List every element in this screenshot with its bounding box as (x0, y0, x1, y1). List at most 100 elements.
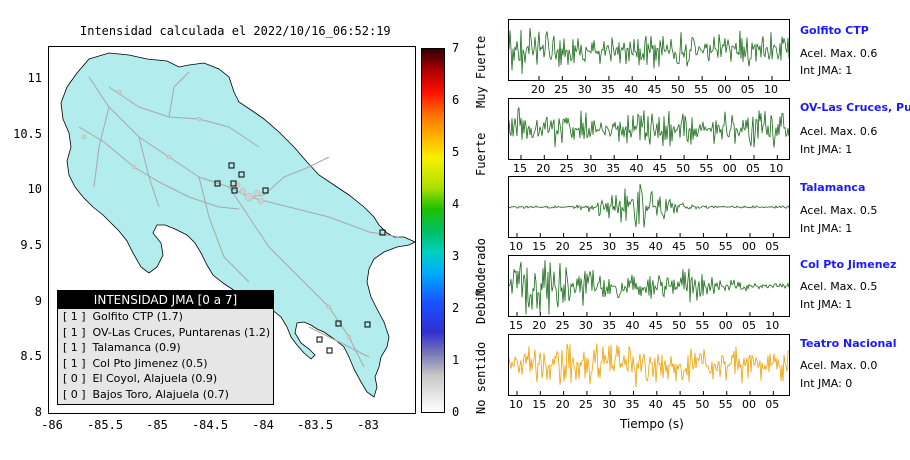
waveform-line (509, 343, 789, 388)
waveform-tick-label: 35 (600, 83, 615, 96)
waveform-tick-label: 55 (718, 398, 733, 411)
station-int: Int JMA: 1 (800, 298, 853, 311)
colorbar-number: 0 (452, 405, 460, 419)
y-tick: 8.5 (20, 349, 42, 363)
waveform-tick-label: 05 (765, 240, 780, 253)
x-tick: -85.5 (86, 418, 124, 432)
station-name: Golfito CTP (800, 24, 869, 37)
waveform-panel[interactable] (508, 255, 790, 317)
waveform-tick-label: 10 (764, 83, 778, 96)
waveform-line (509, 260, 789, 315)
waveform-tick-label: 40 (624, 83, 639, 96)
legend-label: Bajos Toro, Alajuela (0.7) (92, 387, 229, 401)
waveform-panel[interactable] (508, 98, 790, 160)
legend-code: [ 1 ] (63, 325, 86, 339)
waveform-tick-label: 10 (765, 319, 780, 332)
waveform-panel[interactable] (508, 334, 790, 396)
waveform-panel[interactable] (508, 176, 790, 238)
station-acel: Acel. Max. 0.6 (800, 125, 878, 138)
legend-item: [ 0 ] El Coyol, Alajuela (0.9) (58, 371, 273, 387)
intensity-legend: INTENSIDAD JMA [0 a 7] [ 1 ] Golfito CTP… (57, 290, 274, 405)
waveform-line (509, 27, 789, 75)
colorbar-number: 2 (452, 301, 460, 315)
waveform-tick-label: 40 (648, 240, 663, 253)
waveform-trace (509, 27, 789, 80)
waveform-trace (509, 107, 789, 159)
waveform-tick-label: 20 (555, 398, 570, 411)
waveform-tick-label: 05 (742, 319, 756, 332)
station-name: OV-Las Cruces, Puntar (800, 101, 910, 114)
y-tick: 9 (34, 294, 42, 308)
y-tick: 8 (34, 405, 42, 419)
waveform-tick-label: 40 (648, 398, 663, 411)
x-tick: -85 (146, 418, 168, 432)
legend-item: [ 1 ] Golfito CTP (1.7) (58, 309, 273, 325)
legend-code: [ 1 ] (63, 310, 86, 323)
waveform-tick-label: 55 (694, 83, 709, 96)
waveform-tick-label: 00 (718, 319, 733, 332)
map-title: Intensidad calculada el 2022/10/16_06:52… (80, 24, 391, 38)
waveform-tick-label: 35 (625, 398, 640, 411)
colorbar-category: Fuerte (474, 132, 488, 176)
waveform-tick-label: 30 (578, 319, 593, 332)
waveform-tick-label: 05 (746, 162, 760, 175)
waveform-tick-label: 55 (718, 240, 733, 253)
waveform-tick-label: 10 (509, 398, 523, 411)
x-tick: -86 (41, 418, 63, 432)
waveform-tick-label: 20 (531, 83, 545, 96)
legend-code: [ 1 ] (63, 356, 86, 370)
colorbar-number: 7 (452, 41, 460, 55)
waveform-tick-label: 15 (509, 319, 523, 332)
station-acel: Acel. Max. 0.6 (800, 47, 878, 60)
waveform-tick-label: 25 (578, 240, 593, 253)
waveform-tick-label: 20 (532, 319, 547, 332)
waveform-tick-label: 05 (740, 83, 755, 96)
legend-label: El Coyol, Alajuela (0.9) (92, 372, 218, 385)
x-tick: -83.5 (296, 418, 334, 432)
waveform-tick-label: 45 (672, 398, 687, 411)
waveform-tick-label: 00 (742, 398, 756, 411)
legend-label: Golfito CTP (1.7) (92, 310, 183, 323)
waveform-tick-label: 30 (582, 162, 597, 175)
station-name: Teatro Nacional (800, 337, 897, 350)
colorbar-number: 3 (452, 249, 460, 263)
waveform-tick-label: 10 (509, 240, 523, 253)
waveform-panel[interactable] (508, 19, 790, 81)
y-tick: 9.5 (20, 238, 42, 252)
waveform-line (509, 183, 789, 228)
waveform-tick-label: 30 (577, 83, 592, 96)
waveform-tick-label: 15 (513, 162, 527, 175)
station-int: Int JMA: 1 (800, 143, 853, 156)
waveform-tick-label: 10 (769, 162, 784, 175)
waveform-tick-label: 00 (722, 162, 737, 175)
waveform-tick-label: 15 (532, 240, 547, 253)
station-acel: Acel. Max. 0.0 (800, 359, 878, 372)
waveform-tick-label: 40 (629, 162, 644, 175)
station-int: Int JMA: 1 (800, 222, 853, 235)
legend-item: [ 0 ] Bajos Toro, Alajuela (0.7) (58, 387, 273, 403)
legend-code: [ 1 ] (63, 341, 86, 354)
land-area (60, 52, 415, 398)
waveform-tick-label: 25 (559, 162, 574, 175)
y-tick: 10.5 (13, 127, 42, 141)
waveform-tick-label: 20 (555, 240, 570, 253)
legend-item: [ 1 ] OV-Las Cruces, Puntarenas (1.2) (58, 325, 273, 341)
legend-item: [ 1 ] Col Pto Jimenez (0.5) (58, 356, 273, 372)
legend-label: OV-Las Cruces, Puntarenas (1.2) (92, 325, 271, 339)
colorbar-number: 6 (452, 93, 460, 107)
station-markers (214, 162, 386, 354)
waveform-tick-label: 50 (676, 162, 691, 175)
x-tick: -84 (252, 418, 274, 432)
waveform-tick-label: 55 (695, 319, 710, 332)
legend-label: Talamanca (0.9) (92, 341, 181, 354)
waveform-tick-label: 00 (742, 240, 756, 253)
intensity-colorbar (421, 48, 445, 413)
y-tick: 10 (27, 182, 42, 196)
waveform-trace (509, 343, 789, 395)
waveform-tick-label: 25 (555, 319, 570, 332)
waveform-tick-label: 35 (606, 162, 621, 175)
station-name: Col Pto Jimenez (800, 258, 897, 271)
colorbar-category: Debil (474, 287, 488, 324)
station-acel: Acel. Max. 0.5 (800, 280, 878, 293)
colorbar-number: 4 (452, 197, 460, 211)
